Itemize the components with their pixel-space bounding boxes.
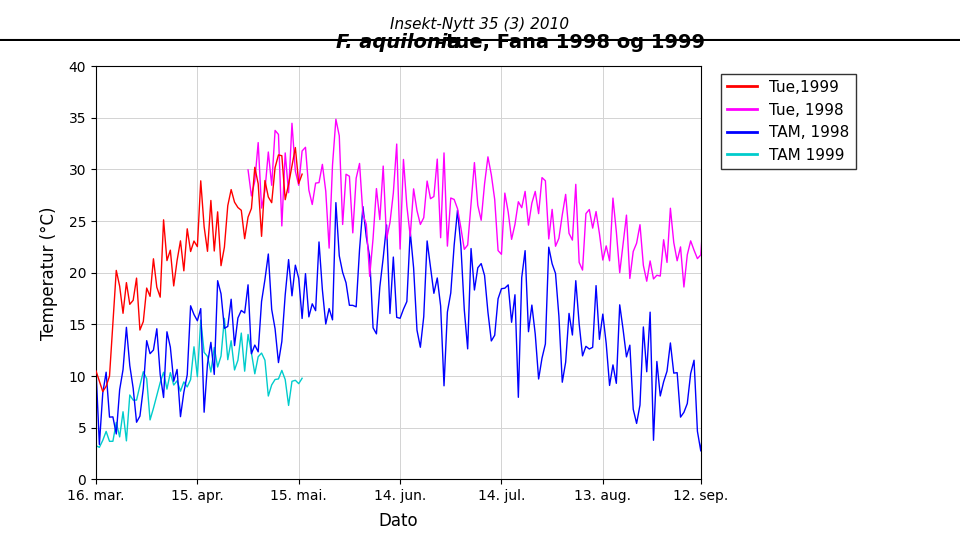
Legend: Tue,1999, Tue, 1998, TAM, 1998, TAM 1999: Tue,1999, Tue, 1998, TAM, 1998, TAM 1999	[721, 74, 855, 169]
Y-axis label: Temperatur (°C): Temperatur (°C)	[39, 206, 58, 339]
Text: F. aquilonia: F. aquilonia	[336, 34, 461, 52]
Text: -tue, Fana 1998 og 1999: -tue, Fana 1998 og 1999	[438, 34, 705, 52]
Text: Insekt-Nytt 35 (3) 2010: Insekt-Nytt 35 (3) 2010	[391, 17, 569, 31]
X-axis label: Dato: Dato	[378, 511, 419, 530]
